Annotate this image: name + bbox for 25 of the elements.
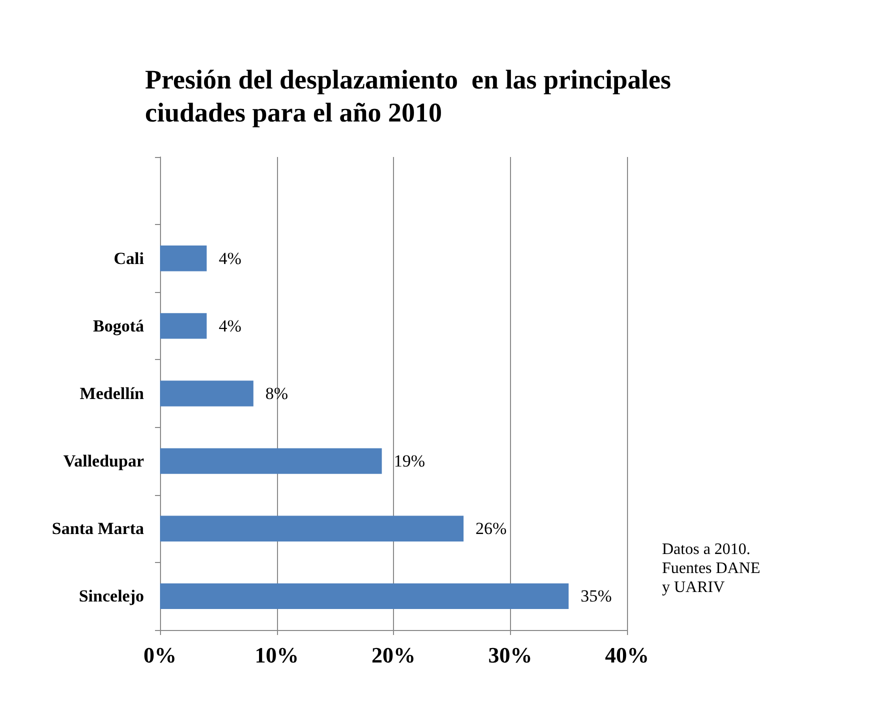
data-label: 19% xyxy=(394,452,425,471)
data-label: 4% xyxy=(218,316,242,336)
y-tick-label: Santa Marta xyxy=(52,519,144,538)
x-tick-label: 20% xyxy=(372,642,416,668)
x-tick-label: 10% xyxy=(254,642,299,668)
bar xyxy=(160,583,569,610)
y-tick-label: Medellín xyxy=(80,384,145,403)
data-label: 8% xyxy=(265,384,288,403)
y-tick-label: Valledupar xyxy=(63,452,144,471)
bar xyxy=(160,516,464,542)
data-label: 4% xyxy=(218,248,242,268)
bar xyxy=(160,246,207,272)
y-tick-label: Bogotá xyxy=(93,316,144,336)
bar xyxy=(160,313,207,339)
y-tick-label: Cali xyxy=(114,248,144,268)
text: Datos a 2010. Fuentes DANE y UARIV xyxy=(662,541,760,596)
data-label: 35% xyxy=(580,586,612,606)
x-tick-label: 30% xyxy=(488,642,532,668)
data-label: 26% xyxy=(476,519,507,538)
bar xyxy=(160,448,382,474)
chart-title: Presión del desplazamiento en las principales ciudades para el año 2010 xyxy=(145,64,678,128)
x-tick-label: 40% xyxy=(605,642,649,668)
x-tick-label: 0% xyxy=(144,642,176,668)
y-tick-label: Sincelejo xyxy=(78,586,144,606)
bar xyxy=(160,380,254,406)
